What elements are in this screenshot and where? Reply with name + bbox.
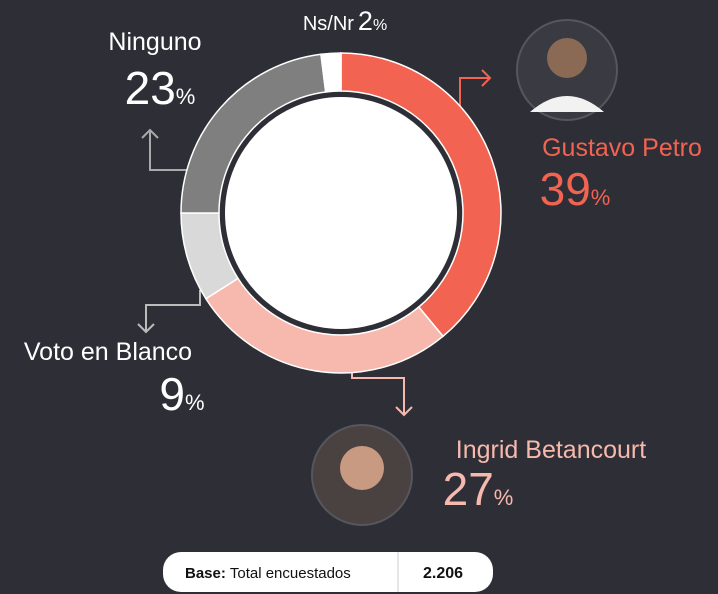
donut-hole — [225, 97, 457, 329]
footer-label: Base: — [185, 565, 226, 582]
value-label: 23 — [125, 62, 176, 114]
photo-face — [340, 446, 384, 490]
footer-desc: Total encuestados — [230, 565, 351, 582]
page: Base:Total encuestados 2.206 Gustavo Pet… — [0, 0, 718, 594]
footer-value: 2.206 — [423, 565, 463, 582]
value-label: 9 — [159, 368, 185, 420]
category-label: Gustavo Petro — [542, 134, 702, 162]
value-label: 39 — [540, 163, 591, 215]
category-label: Ns/Nr — [303, 13, 354, 35]
category-label: Ninguno — [108, 28, 201, 56]
unit-label: % — [591, 185, 611, 210]
chart: Base:Total encuestados 2.206 Gustavo Pet… — [0, 0, 718, 594]
unit-label: % — [185, 390, 205, 415]
unit-label: % — [494, 485, 514, 510]
footer-text: Base:Total encuestados — [185, 565, 351, 582]
footer: Base:Total encuestados 2.206 — [163, 552, 493, 592]
unit-label: % — [373, 17, 387, 34]
value-label: 27 — [443, 463, 494, 515]
category-label: Voto en Blanco — [24, 338, 192, 366]
unit-label: % — [176, 84, 196, 109]
value-label: 2 — [358, 6, 373, 36]
category-label: Ingrid Betancourt — [456, 436, 646, 464]
photo-face — [547, 38, 587, 78]
